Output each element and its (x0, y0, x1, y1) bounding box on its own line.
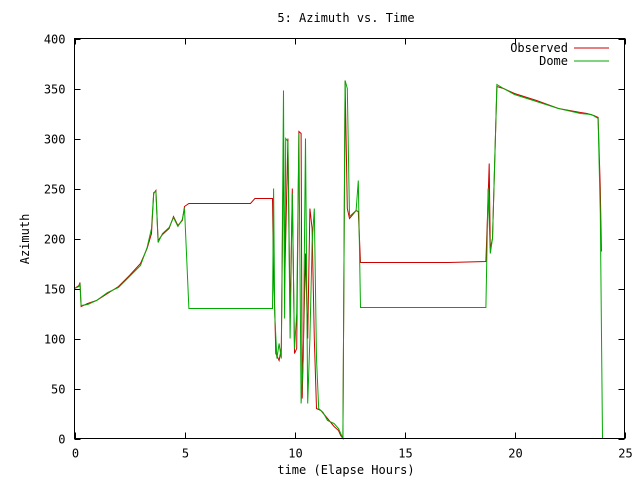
series-lines (74, 80, 603, 441)
series-line-dome (74, 80, 603, 439)
y-tick-label: 250 (44, 183, 66, 197)
y-tick-label: 400 (44, 33, 66, 47)
y-tick-label: 0 (58, 433, 65, 447)
x-tick-label: 5 (182, 447, 189, 461)
legend-label-dome: Dome (539, 54, 568, 68)
x-tick-label: 15 (398, 447, 412, 461)
x-axis-label: time (Elapse Hours) (277, 463, 414, 477)
y-tick-label: 350 (44, 83, 66, 97)
x-tick-label: 0 (72, 447, 79, 461)
y-tick-label: 150 (44, 283, 66, 297)
y-tick-label: 300 (44, 133, 66, 147)
x-tick-label: 20 (508, 447, 522, 461)
y-tick-label: 200 (44, 233, 66, 247)
x-tick-label: 10 (288, 447, 302, 461)
y-tick-label: 100 (44, 333, 66, 347)
y-axis-label: Azimuth (18, 214, 32, 265)
plot-frame (74, 38, 625, 439)
x-tick-label: 25 (618, 447, 632, 461)
series-line-observed (74, 80, 602, 441)
y-tick-label: 50 (51, 383, 65, 397)
legend-label-observed: Observed (510, 41, 568, 55)
chart-title: 5: Azimuth vs. Time (277, 11, 414, 25)
